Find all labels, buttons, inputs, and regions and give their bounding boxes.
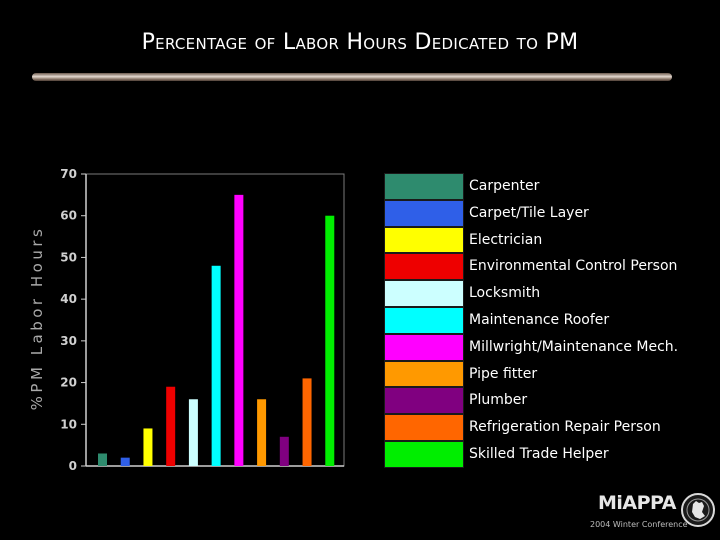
legend-swatch — [384, 360, 464, 388]
legend-swatch — [384, 440, 464, 468]
y-tick-label: 20 — [60, 376, 77, 390]
legend-swatch — [384, 414, 464, 441]
michigan-seal-icon — [681, 493, 715, 527]
bar-millwright-maintenance-mech- — [234, 194, 244, 466]
bar-pipe-fitter — [257, 399, 267, 466]
y-tick-label: 70 — [60, 167, 77, 181]
legend-label: Pipe fitter — [469, 365, 538, 382]
bar-carpet-tile-layer — [120, 457, 130, 466]
legend-label: Electrician — [469, 231, 543, 248]
y-tick-label: 0 — [69, 459, 77, 473]
legend-swatch — [384, 387, 464, 415]
legend-label: Locksmith — [469, 285, 541, 302]
legend-label: Skilled Trade Helper — [469, 445, 609, 462]
y-tick-label: 60 — [60, 209, 77, 223]
legend-label: Carpenter — [469, 178, 540, 194]
logo-wordmark: MiAPPA — [598, 492, 676, 514]
chart-bars — [98, 194, 335, 466]
y-tick-label: 10 — [60, 417, 77, 431]
bar-locksmith — [188, 399, 198, 466]
logo-subtitle: 2004 Winter Conference — [590, 520, 688, 529]
bar-environmental-control-person — [166, 386, 176, 466]
bar-maintenance-roofer — [211, 265, 221, 466]
title-divider — [32, 73, 672, 81]
legend-swatch — [384, 173, 464, 200]
legend-swatch — [384, 306, 464, 334]
legend-label: Environmental Control Person — [469, 258, 678, 275]
bar-refrigeration-repair-person — [302, 378, 312, 466]
legend-swatch — [384, 199, 464, 227]
legend-swatch — [384, 280, 464, 307]
bar-plumber — [279, 436, 289, 466]
legend-label: Carpet/Tile Layer — [469, 204, 589, 221]
y-tick-label: 40 — [60, 292, 77, 306]
bar-carpenter — [98, 453, 107, 466]
y-tick-label: 50 — [60, 250, 77, 264]
y-tick-label: 30 — [60, 334, 77, 348]
bar-electrician — [143, 428, 153, 466]
slide-title: Percentage of Labor Hours Dedicated to P… — [141, 30, 579, 55]
legend-swatch — [384, 333, 464, 361]
legend-swatch — [384, 253, 464, 281]
bar-skilled-trade-helper — [325, 215, 335, 466]
miappa-logo: MiAPPA 2004 Winter Conference — [588, 492, 718, 536]
legend-swatch — [384, 226, 464, 254]
legend-label: Plumber — [469, 392, 528, 409]
y-axis-label: %PM Labor Hours — [28, 225, 46, 411]
y-tick-labels: 0 10 20 30 40 50 60 70 — [60, 167, 77, 473]
legend-label: Maintenance Roofer — [469, 311, 610, 328]
legend-label: Refrigeration Repair Person — [469, 419, 661, 436]
legend-label: Millwright/Maintenance Mech. — [469, 338, 679, 355]
